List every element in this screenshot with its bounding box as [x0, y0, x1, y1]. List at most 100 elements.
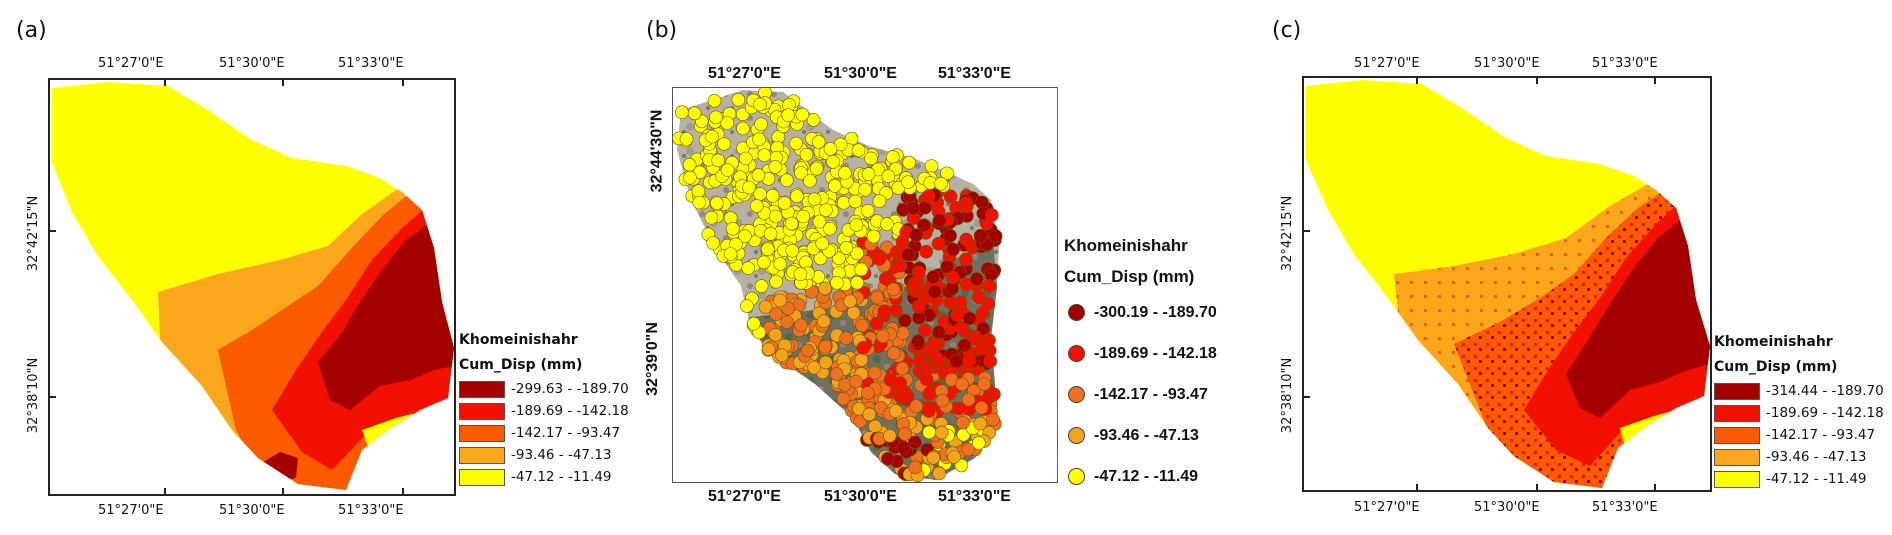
legend-label: -142.17 - -93.47 [1766, 427, 1876, 443]
displacement-point [741, 261, 756, 275]
legend-label: -300.19 - -189.70 [1094, 303, 1217, 321]
left-tick: 32°44'30"N [648, 109, 666, 193]
displacement-point [943, 229, 957, 243]
bottom-tick: 51°33'0"E [338, 503, 404, 518]
displacement-point [807, 360, 821, 375]
legend-entry: -93.46 - -47.13 [459, 444, 629, 466]
displacement-point [819, 355, 833, 370]
legend-label: -47.12 - -11.49 [1094, 467, 1199, 485]
displacement-point [706, 236, 720, 250]
displacement-point [969, 272, 984, 286]
displacement-point [860, 386, 875, 400]
displacement-point [768, 209, 783, 224]
displacement-point [918, 200, 932, 215]
displacement-point [707, 94, 722, 108]
legend-swatch [1714, 448, 1760, 466]
displacement-point [861, 167, 876, 181]
displacement-point [961, 392, 976, 407]
legend-title: Khomeinishahr [1064, 236, 1188, 255]
displacement-point [971, 290, 986, 304]
left-tick: 32°38'10"N [1280, 357, 1296, 434]
displacement-point [742, 180, 756, 195]
displacement-point [924, 159, 939, 173]
displacement-point [768, 160, 783, 174]
displacement-point [747, 316, 761, 331]
displacement-point [876, 329, 890, 344]
displacement-point [773, 293, 787, 308]
displacement-point [908, 460, 923, 475]
displacement-point [848, 194, 863, 209]
displacement-point [855, 318, 869, 333]
displacement-point [829, 367, 844, 381]
displacement-point [815, 236, 829, 251]
displacement-point [828, 179, 842, 193]
map-frame [1302, 76, 1712, 492]
displacement-point [902, 155, 916, 170]
displacement-point [909, 399, 924, 413]
displacement-point [893, 376, 908, 390]
displacement-point [769, 307, 783, 321]
displacement-point [974, 400, 989, 415]
left-tick: 32°38'10"N [26, 357, 42, 434]
displacement-point [789, 136, 803, 151]
displacement-point [955, 377, 969, 392]
legend-swatch [459, 424, 505, 442]
displacement-point [750, 199, 764, 213]
displacement-point [864, 151, 878, 166]
displacement-point [781, 301, 796, 316]
legend-swatch [1068, 468, 1085, 485]
displacement-point [720, 163, 735, 177]
bottom-tick: 51°33'0"E [1592, 500, 1658, 515]
displacement-point [919, 372, 934, 387]
displacement-point [773, 257, 788, 271]
displacement-point [987, 387, 1001, 402]
displacement-point [731, 92, 746, 107]
displacement-point [880, 217, 894, 231]
legend-label: -189.69 - -142.18 [1766, 405, 1884, 421]
legend-swatch [1714, 470, 1760, 488]
top-tick: 51°33'0"E [938, 65, 1011, 82]
displacement-point [753, 97, 767, 112]
displacement-point [683, 170, 697, 185]
legend-entry: -299.63 - -189.70 [459, 378, 629, 400]
legend-label: -189.69 - -142.18 [1094, 344, 1217, 362]
displacement-point [934, 177, 948, 191]
displacement-point [725, 222, 740, 236]
displacement-point [757, 255, 771, 270]
top-tick: 51°33'0"E [338, 56, 404, 71]
displacement-point [973, 416, 988, 431]
displacement-point [901, 247, 916, 262]
displacement-point [927, 284, 942, 299]
displacement-point [954, 320, 969, 335]
displacement-point [777, 196, 792, 210]
displacement-point [947, 450, 961, 464]
displacement-point [850, 275, 864, 290]
legend-entry: -142.17 - -93.47 [459, 422, 629, 444]
displacement-point [705, 129, 719, 144]
displacement-point [908, 435, 922, 450]
displacement-raster-map [1306, 80, 1710, 488]
displacement-point [796, 209, 810, 224]
displacement-point [765, 188, 780, 203]
panel-label: (a) [16, 18, 47, 43]
legend-entry: -93.46 - -47.13 [1064, 415, 1217, 456]
displacement-point [682, 157, 697, 172]
legend-swatch [1714, 382, 1760, 400]
top-tick: 51°27'0"E [1354, 56, 1420, 71]
legend-entry: -189.69 - -142.18 [1064, 333, 1217, 374]
displacement-point [906, 201, 920, 215]
displacement-point [752, 132, 766, 147]
legend-swatch [1068, 386, 1085, 403]
bottom-tick: 51°27'0"E [708, 488, 781, 505]
displacement-point [893, 258, 907, 273]
displacement-point [957, 338, 972, 353]
displacement-point [753, 187, 767, 201]
displacement-point [826, 155, 840, 169]
displacement-point [807, 192, 822, 207]
map-legend: Khomeinishahr Cum_Disp (mm) -300.19 - -1… [1064, 230, 1217, 497]
displacement-point [849, 218, 864, 232]
legend-entry: -47.12 - -11.49 [1714, 468, 1884, 490]
top-tick: 51°27'0"E [98, 56, 164, 71]
displacement-point [711, 153, 726, 168]
displacement-point [794, 166, 808, 180]
